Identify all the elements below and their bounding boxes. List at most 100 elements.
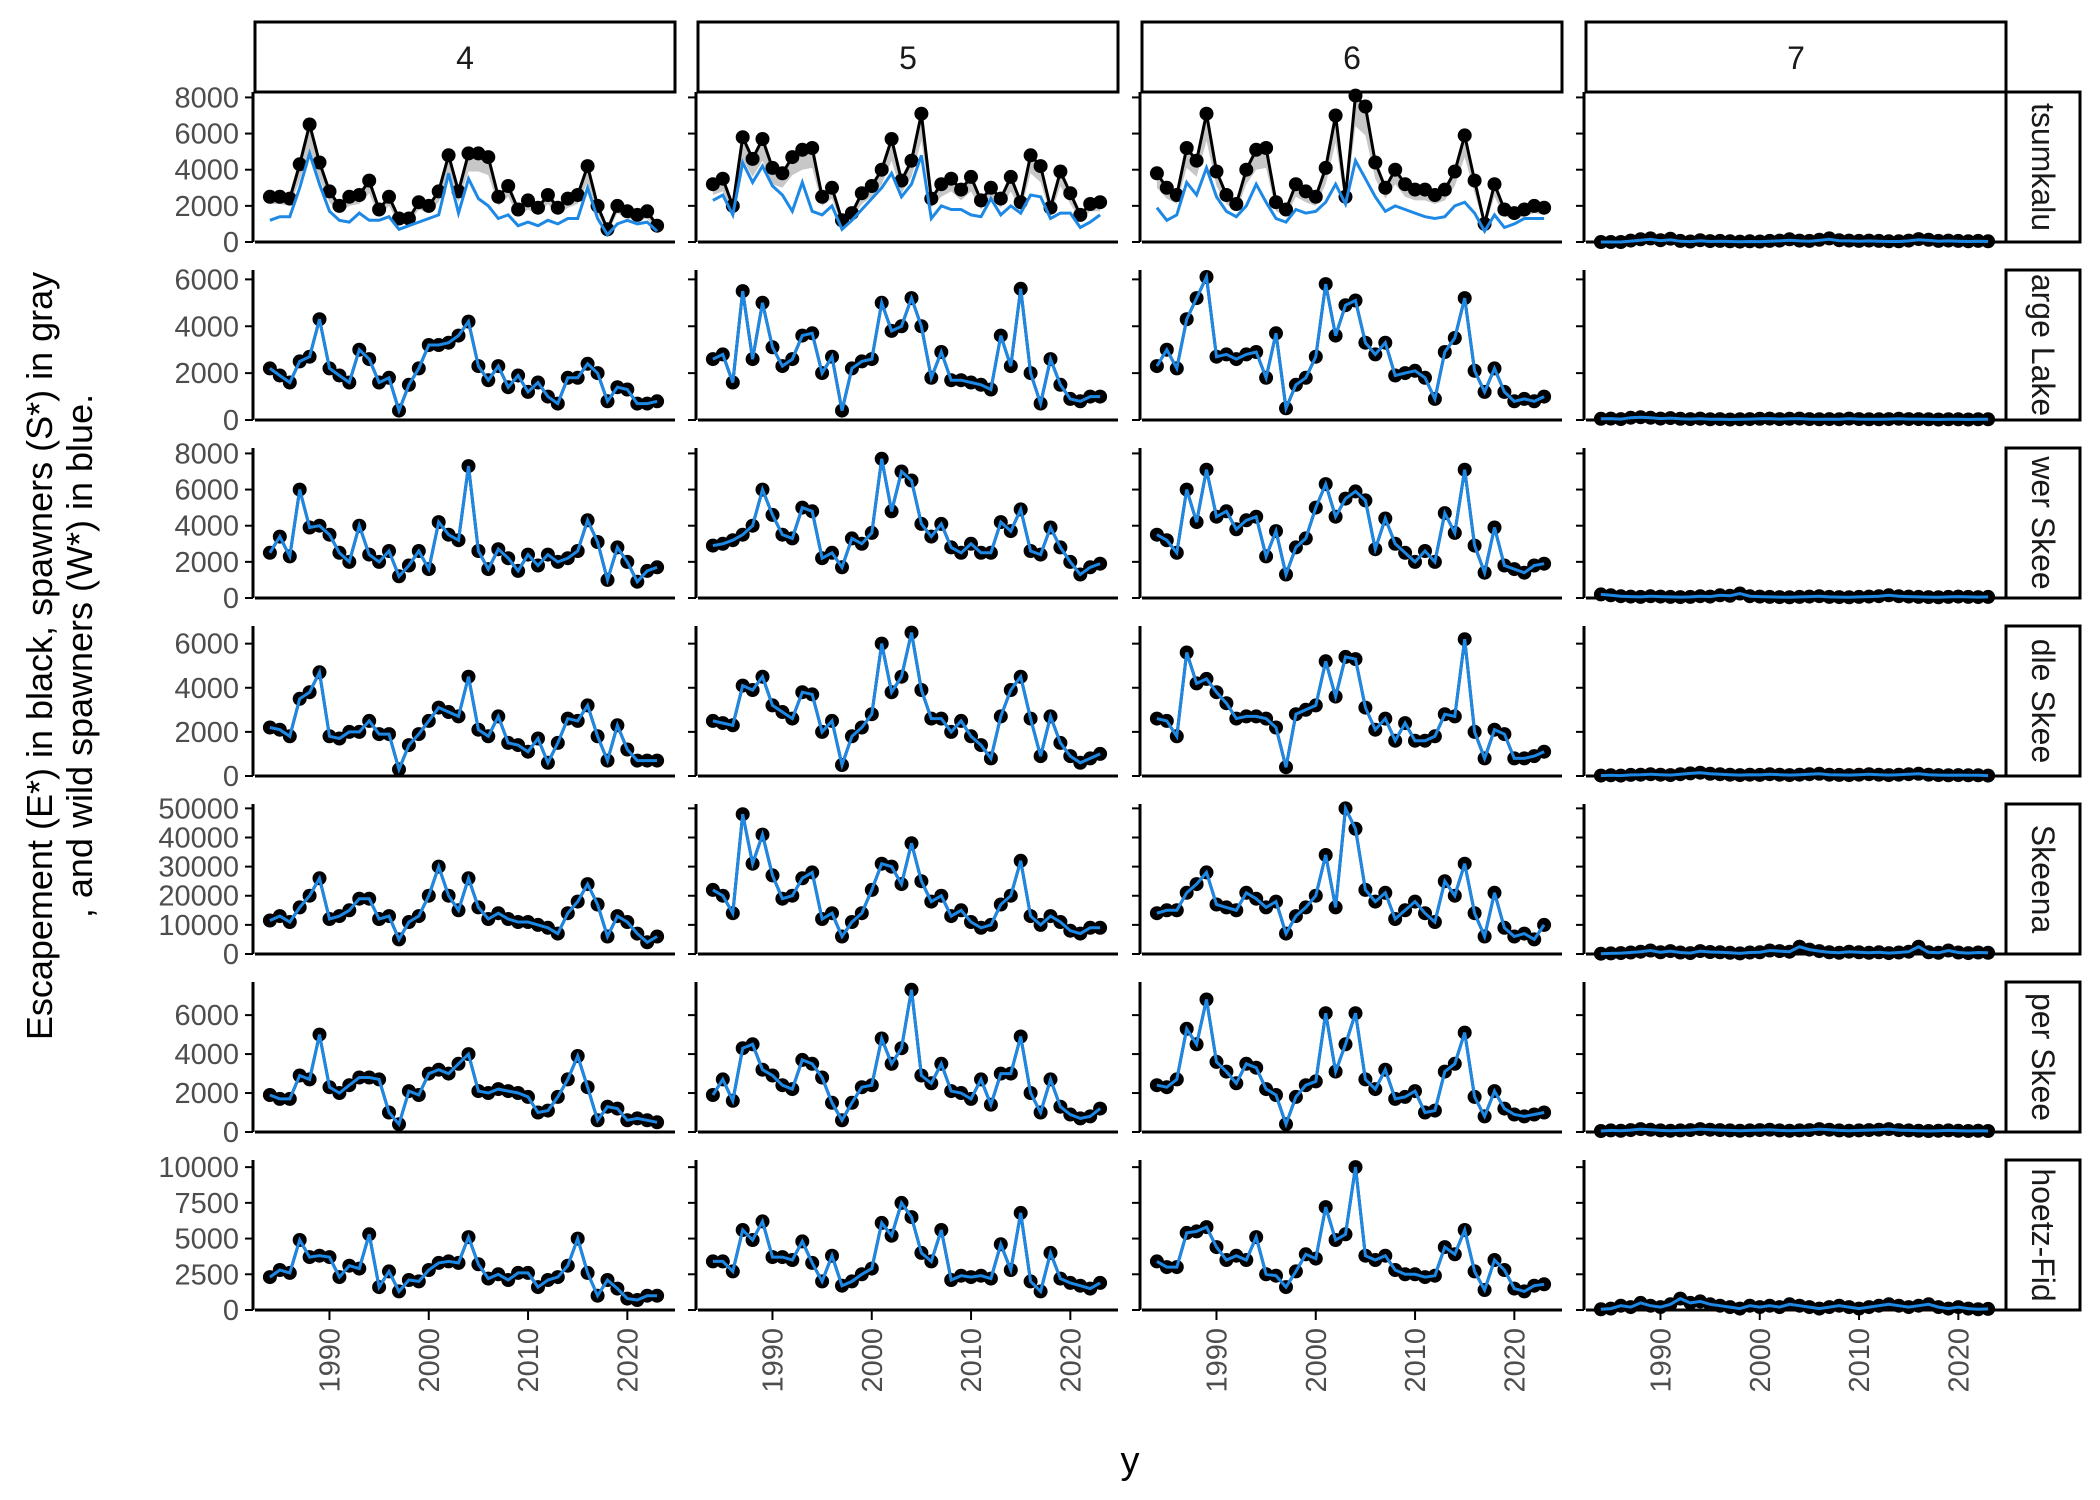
escapement-point xyxy=(775,166,790,181)
escapement-point xyxy=(785,150,800,165)
y-tick-label: 2000 xyxy=(174,191,239,223)
escapement-point xyxy=(745,151,760,166)
escapement-point xyxy=(1328,108,1343,123)
row-strip xyxy=(2004,1158,2082,1312)
wild-spawners-line xyxy=(712,632,1101,771)
x-tick-label: 2000 xyxy=(1745,1328,1777,1393)
panel-wer Skee-4: 0 2000 4000 6000 8000 xyxy=(174,438,675,615)
y-tick-label: 2500 xyxy=(174,1259,239,1291)
panel-hoetz-Fid-5: 1990 2000 2010 2020 xyxy=(688,1160,1118,1393)
escapement-point xyxy=(570,188,585,202)
panel-arge Lake-6 xyxy=(1132,270,1562,422)
panel-Skeena-7 xyxy=(1576,804,2006,961)
y-tick-label: 0 xyxy=(223,583,239,615)
y-tick-label: 6000 xyxy=(174,264,239,296)
escapement-point xyxy=(322,184,337,199)
escapement-point xyxy=(312,155,327,170)
escapement-point xyxy=(1229,197,1244,211)
y-tick-label: 10000 xyxy=(158,1152,239,1184)
facet-strip-7 xyxy=(1584,20,2008,94)
escapement-point xyxy=(1073,207,1088,222)
escapement-point xyxy=(1288,177,1303,192)
escapement-point xyxy=(1318,160,1333,175)
wild-spawners-line xyxy=(1600,771,1989,778)
x-tick-label: 1990 xyxy=(1201,1328,1233,1393)
escapement-point xyxy=(1179,141,1194,155)
escapement-point xyxy=(894,173,909,188)
escapement-point xyxy=(421,198,436,213)
escapement-point xyxy=(964,169,978,184)
y-tick-label: 20000 xyxy=(158,881,239,913)
escapement-point xyxy=(1348,88,1363,103)
panel-tsumkalu-5 xyxy=(688,92,1118,244)
escapement-point xyxy=(1219,188,1234,202)
wild-spawners-line xyxy=(1600,1127,1989,1133)
escapement-point xyxy=(531,200,545,215)
wild-spawners-line xyxy=(712,813,1101,940)
escapement-point xyxy=(1279,202,1293,217)
y-axis-title-line-2: , and wild spawners (W*) in blue. xyxy=(59,394,100,918)
panel-per Skee-6 xyxy=(1132,982,1562,1134)
escapement-point xyxy=(1199,106,1214,121)
escapement-point xyxy=(874,162,889,177)
x-tick-label: 2000 xyxy=(857,1328,889,1393)
escapement-point xyxy=(372,202,387,217)
wild-spawners-line xyxy=(1156,1166,1545,1294)
wild-spawners-line xyxy=(1156,803,1546,942)
escapement-point xyxy=(461,146,476,161)
escapement-point xyxy=(1053,164,1068,179)
panel-arge Lake-4: 0 2000 4000 6000 xyxy=(174,264,675,437)
y-tick-label: 4000 xyxy=(174,1039,239,1071)
panel-wer Skee-7 xyxy=(1576,448,2006,605)
escapement-point xyxy=(854,186,869,201)
escapement-point xyxy=(1093,195,1108,210)
escapement-point xyxy=(944,171,959,186)
y-tick-label: 2000 xyxy=(174,717,239,749)
facet-strip-label: 6 xyxy=(1343,40,1361,76)
escapement-point xyxy=(1003,169,1018,184)
y-tick-label: 4000 xyxy=(174,155,239,187)
panel-dle Skee-5 xyxy=(688,625,1118,778)
wild-spawners-line xyxy=(1600,415,1989,422)
wild-spawners-line xyxy=(1600,591,1989,599)
escapement-point xyxy=(392,211,406,226)
escapement-point xyxy=(864,179,879,193)
escapement-point xyxy=(401,211,416,226)
wild-spawners-line xyxy=(269,1232,658,1302)
y-tick-label: 0 xyxy=(223,761,239,793)
escapement-point xyxy=(1437,182,1452,197)
panel-tsumkalu-6 xyxy=(1132,88,1562,244)
y-axis-title-line-1: Escapement (E*) in black, spawners (S*) … xyxy=(19,272,60,1040)
escapement-point xyxy=(1358,99,1373,114)
row-strip xyxy=(2004,268,2082,422)
row-strip xyxy=(2004,446,2082,600)
escapement-point xyxy=(1408,182,1422,197)
wild-spawners-line xyxy=(1156,469,1545,580)
escapement-point xyxy=(640,204,655,219)
facet-strip-6 xyxy=(1140,20,1564,94)
y-tick-label: 2000 xyxy=(174,547,239,579)
escapement-point xyxy=(735,130,750,145)
wild-spawners-line xyxy=(712,154,1101,232)
y-tick-label: 8000 xyxy=(174,82,239,114)
x-axis-title: y xyxy=(1121,1440,1140,1482)
row-strip-label: arge Lake xyxy=(2025,274,2061,416)
wild-spawners-line xyxy=(269,317,658,416)
escapement-point xyxy=(1378,180,1393,195)
panel-dle Skee-7 xyxy=(1576,626,2006,783)
escapement-point xyxy=(1487,177,1502,192)
escapement-point xyxy=(382,189,396,204)
panel-wer Skee-6 xyxy=(1132,448,1562,600)
escapement-point xyxy=(755,132,770,146)
y-tick-label: 2000 xyxy=(174,358,239,390)
escapement-point xyxy=(715,171,730,186)
wild-spawners-line xyxy=(1155,271,1545,414)
escapement-point xyxy=(362,173,377,188)
wild-spawners-line xyxy=(1156,999,1545,1129)
x-tick-label: 2000 xyxy=(414,1328,446,1393)
escapement-line xyxy=(1155,92,1545,225)
panel-Skeena-5 xyxy=(688,804,1118,956)
